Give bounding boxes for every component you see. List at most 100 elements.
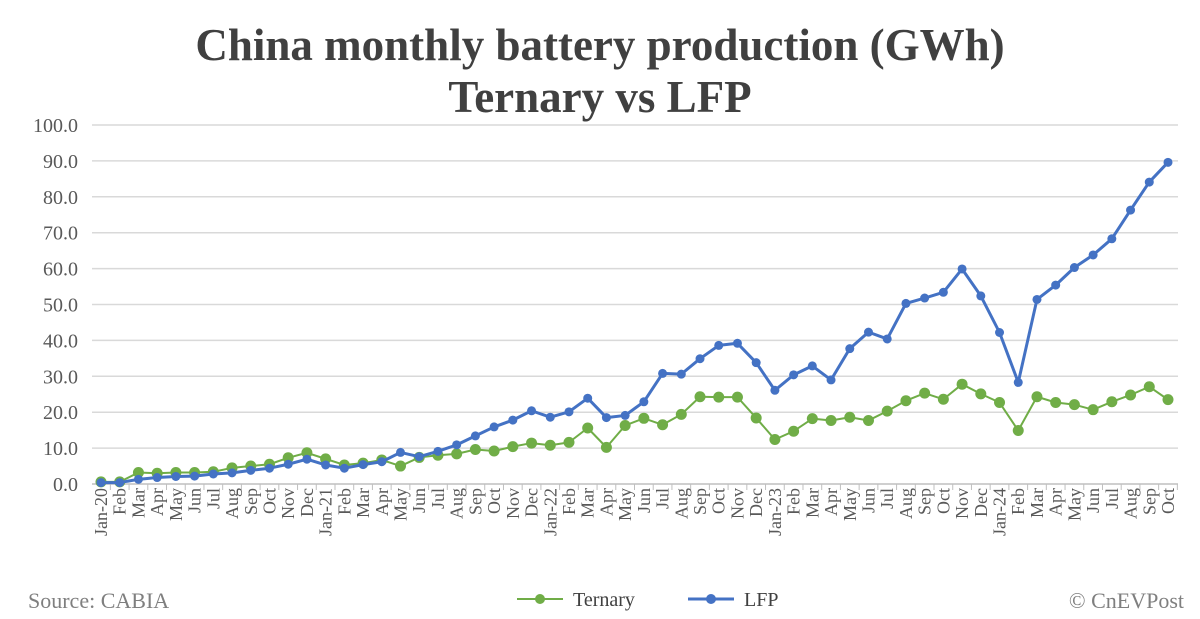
data-point — [713, 391, 725, 403]
data-point — [115, 478, 125, 488]
x-tick-label: Apr — [1046, 488, 1066, 516]
data-point — [676, 369, 686, 379]
x-tick-label: Apr — [596, 488, 616, 516]
legend-label: LFP — [744, 589, 778, 611]
x-tick-label: Aug — [896, 488, 916, 519]
x-tick-label: Nov — [278, 488, 298, 519]
series-line — [101, 161, 1170, 485]
x-tick-label: Mar — [578, 488, 598, 518]
data-point — [789, 370, 799, 380]
data-point — [658, 368, 668, 378]
x-tick-label: Sep — [241, 488, 261, 515]
data-point — [601, 413, 611, 423]
x-tick-label: Jan-24 — [990, 488, 1010, 536]
y-tick-label: 90.0 — [43, 151, 78, 173]
data-point — [264, 463, 274, 473]
data-point — [508, 415, 518, 425]
x-tick-label: Oct — [1158, 488, 1178, 514]
data-point — [881, 405, 893, 417]
x-tick-label: Aug — [222, 488, 242, 519]
data-point — [283, 459, 293, 469]
data-point — [694, 391, 706, 403]
data-point — [1050, 397, 1062, 409]
data-point — [583, 393, 593, 403]
y-tick-label: 60.0 — [43, 259, 78, 281]
x-tick-label: Jan-23 — [765, 488, 785, 536]
data-point — [339, 463, 349, 473]
x-tick-label: Aug — [671, 488, 691, 519]
data-point — [844, 411, 856, 423]
y-tick-label: 70.0 — [43, 223, 78, 245]
data-point — [937, 393, 949, 405]
data-point — [806, 413, 818, 425]
credit-note: © CnEVPost — [1069, 588, 1184, 613]
data-point — [862, 414, 874, 426]
data-point — [544, 439, 556, 451]
data-point — [488, 445, 500, 457]
legend: Ternary LFP — [517, 589, 778, 611]
data-point — [152, 473, 162, 483]
x-tick-label: Apr — [147, 488, 167, 516]
data-point — [563, 436, 575, 448]
data-point — [507, 441, 519, 453]
data-point — [470, 431, 480, 441]
x-tick-label: Dec — [971, 488, 991, 517]
data-point — [527, 406, 537, 416]
x-tick-label: Jun — [185, 488, 205, 513]
x-tick-label: Jun — [409, 488, 429, 513]
data-point — [452, 440, 462, 450]
data-point — [1163, 157, 1173, 167]
x-tick-label: Feb — [334, 488, 354, 515]
data-point — [826, 375, 836, 385]
data-point — [358, 460, 368, 470]
chart-title-line-2: Ternary vs LFP — [448, 72, 751, 122]
data-point — [976, 291, 986, 301]
series-group — [95, 157, 1174, 488]
data-point — [1012, 425, 1024, 437]
x-tick-label: Jan-20 — [91, 488, 111, 536]
data-point — [1106, 396, 1118, 408]
x-tick-label: Jul — [428, 488, 448, 509]
x-tick-label: Mar — [128, 488, 148, 518]
data-point — [377, 457, 387, 467]
data-point — [788, 425, 800, 437]
source-note: Source: CABIA — [28, 588, 169, 613]
x-tick-label: Jan-21 — [316, 488, 336, 536]
data-point — [920, 293, 930, 303]
x-tick-label: Jul — [877, 488, 897, 509]
data-point — [1013, 377, 1023, 387]
x-tick-label: Mar — [1027, 488, 1047, 518]
data-point — [133, 474, 143, 484]
data-point — [395, 460, 407, 472]
x-tick-label: Jun — [858, 488, 878, 513]
data-point — [582, 422, 594, 434]
data-point — [171, 471, 181, 481]
data-point — [620, 410, 630, 420]
x-tick-label: Apr — [372, 488, 392, 516]
data-point — [863, 327, 873, 337]
x-tick-label: May — [166, 488, 186, 521]
y-tick-label: 40.0 — [43, 330, 78, 352]
x-tick-label: Oct — [484, 488, 504, 514]
legend-marker — [706, 594, 716, 604]
data-point — [190, 471, 200, 481]
data-point — [208, 469, 218, 479]
x-tick-label: Dec — [297, 488, 317, 517]
data-point — [414, 452, 424, 462]
data-point — [302, 454, 312, 464]
y-tick-label: 20.0 — [43, 402, 78, 424]
x-tick-label: Jun — [634, 488, 654, 513]
y-tick-label: 10.0 — [43, 438, 78, 460]
series-lfp — [96, 157, 1173, 488]
data-point — [282, 452, 294, 464]
data-point — [564, 407, 574, 417]
x-tick-label: Oct — [259, 488, 279, 514]
data-point — [1126, 205, 1136, 215]
legend-item-lfp: LFP — [688, 589, 778, 611]
data-point — [469, 444, 481, 456]
data-point — [1162, 394, 1174, 406]
data-point — [639, 397, 649, 407]
data-point — [638, 412, 650, 424]
data-point — [1069, 263, 1079, 273]
data-point — [732, 338, 742, 348]
